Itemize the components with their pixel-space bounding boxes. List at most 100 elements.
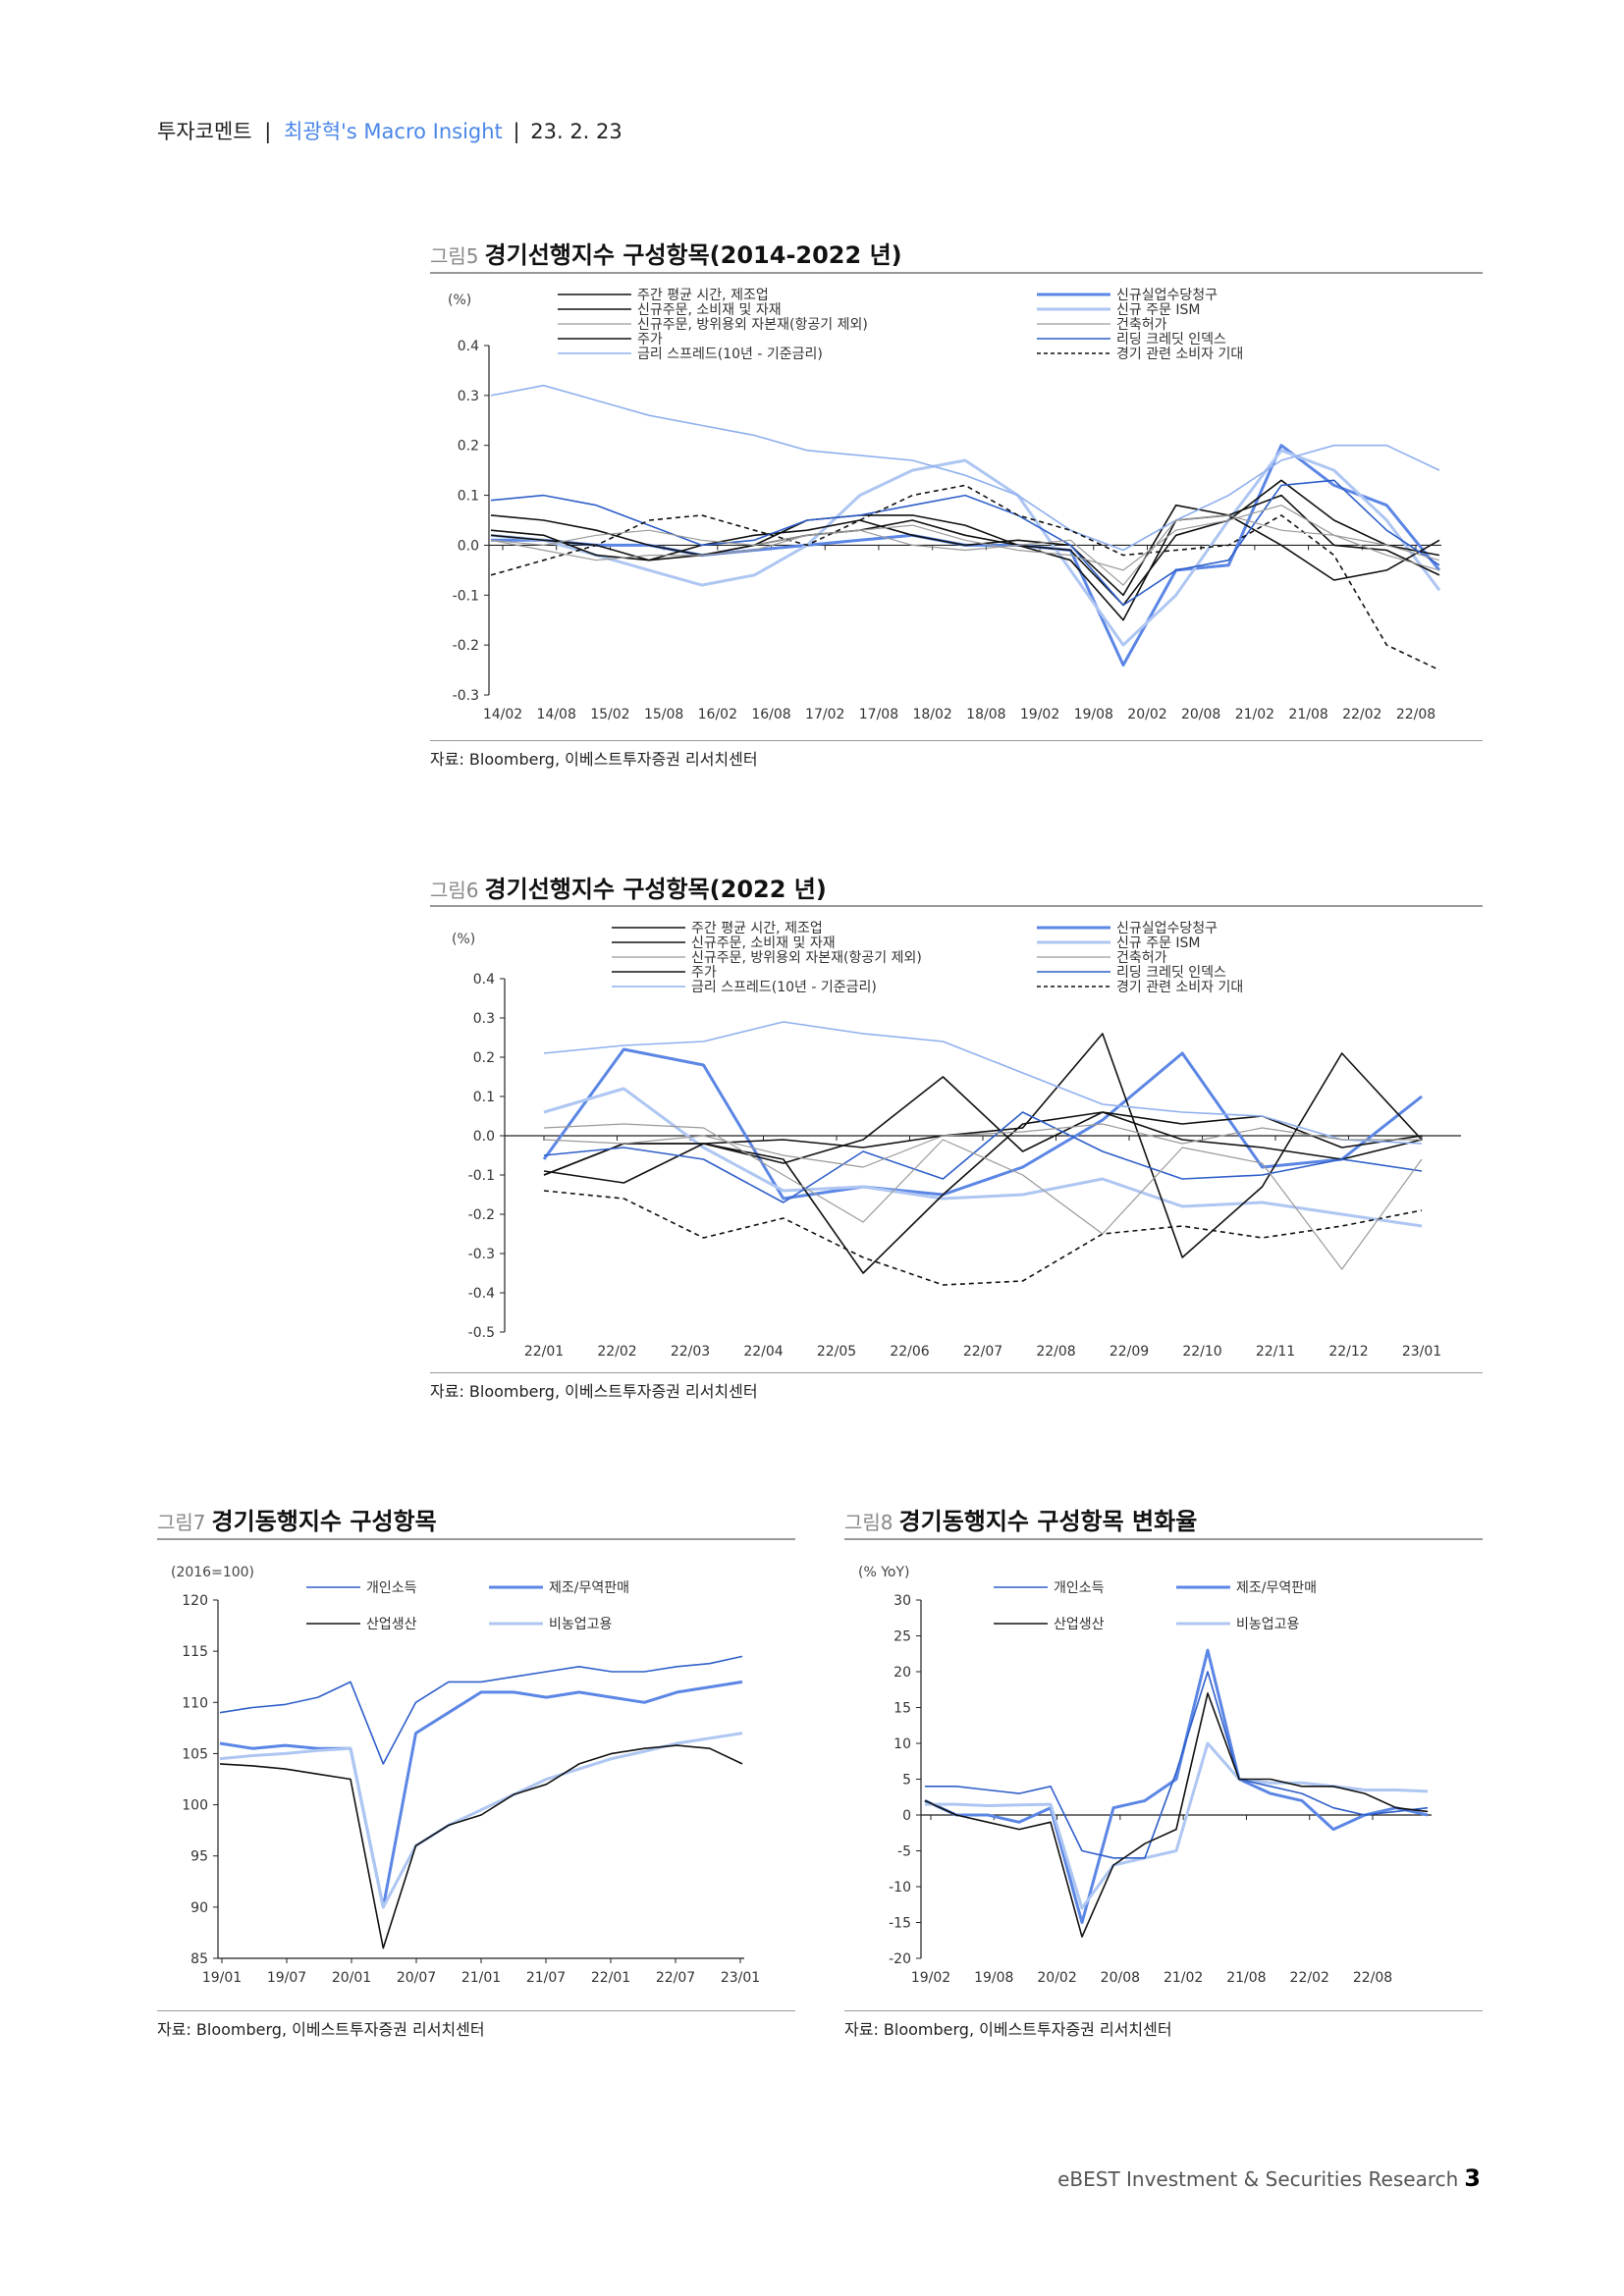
- y-tick-label: 0.1: [473, 1090, 495, 1105]
- legend-label: 신규주문, 소비재 및 자재: [637, 302, 782, 318]
- x-tick-label: 22/07: [656, 1970, 695, 1986]
- x-tick-label: 22/02: [597, 1344, 636, 1360]
- series-line: [925, 1671, 1429, 1859]
- page-number: 3: [1464, 2164, 1481, 2192]
- figure-5-title-text: 경기선행지수 구성항목(2014-2022 년): [484, 241, 902, 269]
- figure-5-bottom-rule: [430, 740, 1483, 741]
- figure-6: 그림6 경기선행지수 구성항목(2022 년): [430, 870, 1483, 904]
- figure-7-title: 그림7 경기동행지수 구성항목: [157, 1502, 795, 1536]
- x-tick-label: 23/01: [721, 1970, 760, 1986]
- y-tick-label: -0.2: [468, 1207, 495, 1223]
- series-line: [543, 1190, 1423, 1286]
- figure-7-top-rule: [157, 1538, 795, 1540]
- y-tick-label: -0.1: [468, 1168, 495, 1184]
- legend-label: 신규주문, 소비재 및 자재: [691, 935, 836, 951]
- y-tick-label: -15: [889, 1916, 911, 1932]
- legend-label: 산업생산: [366, 1617, 417, 1632]
- y-axis-unit: (%): [452, 932, 475, 947]
- legend-label: 신규 주문 ISM: [1116, 935, 1201, 951]
- x-tick-label: 16/08: [751, 707, 790, 722]
- y-tick-label: 95: [190, 1849, 208, 1865]
- figure-7-number: 그림7: [157, 1511, 206, 1534]
- legend-label: 주가: [691, 965, 717, 981]
- x-tick-label: 20/07: [397, 1970, 436, 1986]
- x-tick-label: 21/02: [1235, 707, 1274, 722]
- x-tick-label: 22/08: [1036, 1344, 1075, 1360]
- y-tick-label: -0.5: [468, 1325, 495, 1341]
- legend-label: 개인소득: [1054, 1580, 1105, 1596]
- series-line: [543, 1076, 1423, 1184]
- figure-5-number: 그림5: [430, 244, 479, 268]
- x-tick-label: 19/01: [202, 1970, 242, 1986]
- legend-label: 건축허가: [1116, 950, 1167, 966]
- figure-5: 그림5 경기선행지수 구성항목(2014-2022 년): [430, 236, 1483, 270]
- x-tick-label: 17/08: [859, 707, 898, 722]
- x-tick-label: 22/01: [591, 1970, 630, 1986]
- header-separator: |: [513, 120, 520, 143]
- series-line: [543, 1111, 1423, 1274]
- legend-label: 제조/무역판매: [1236, 1580, 1317, 1596]
- series-line: [543, 1123, 1422, 1168]
- series-line: [490, 514, 1440, 586]
- x-tick-label: 22/04: [743, 1344, 783, 1360]
- y-tick-label: -0.1: [453, 588, 479, 604]
- figure-8: 그림8 경기동행지수 구성항목 변화율: [844, 1502, 1483, 1536]
- x-tick-label: 16/02: [698, 707, 737, 722]
- series-line: [543, 1123, 1423, 1270]
- y-tick-label: 30: [893, 1593, 911, 1609]
- legend-label: 금리 스프레드(10년 - 기준금리): [637, 347, 823, 362]
- series-line: [924, 1692, 1429, 1938]
- figure-5-title: 그림5 경기선행지수 구성항목(2014-2022 년): [430, 236, 1483, 270]
- x-tick-label: 22/12: [1328, 1344, 1368, 1360]
- figure-8-title: 그림8 경기동행지수 구성항목 변화율: [844, 1502, 1483, 1536]
- y-tick-label: 105: [182, 1746, 208, 1762]
- y-tick-label: -5: [897, 1844, 911, 1860]
- y-tick-label: 0: [902, 1808, 911, 1824]
- figure-8-bottom-rule: [844, 2010, 1483, 2011]
- y-tick-label: 120: [182, 1593, 208, 1609]
- x-tick-label: 15/08: [644, 707, 683, 722]
- series-line: [490, 484, 1440, 671]
- figure-7-source: 자료: Bloomberg, 이베스트투자증권 리서치센터: [157, 2020, 485, 2039]
- x-tick-label: 22/08: [1396, 707, 1435, 722]
- figure-7: 그림7 경기동행지수 구성항목: [157, 1502, 795, 1536]
- y-axis-unit: (%): [448, 293, 471, 308]
- figure-7-bottom-rule: [157, 2010, 795, 2011]
- header-category: 투자코멘트: [157, 120, 252, 143]
- legend-label: 리딩 크레딧 인덱스: [1116, 965, 1226, 981]
- x-tick-label: 22/06: [890, 1344, 929, 1360]
- series-line: [924, 1648, 1429, 1924]
- header-date: 23. 2. 23: [530, 120, 623, 143]
- y-tick-label: 0.0: [458, 538, 479, 554]
- legend-label: 비농업고용: [1236, 1617, 1300, 1632]
- figure-7-title-text: 경기동행지수 구성항목: [211, 1508, 437, 1535]
- series-line: [219, 1732, 743, 1909]
- x-tick-label: 19/02: [1020, 707, 1059, 722]
- y-tick-label: -0.4: [468, 1286, 495, 1302]
- series-line: [219, 1744, 743, 1949]
- figure-6-title-text: 경기선행지수 구성항목(2022 년): [484, 876, 827, 903]
- series-line: [490, 494, 1440, 621]
- page-header: 투자코멘트 | 최광혁's Macro Insight | 23. 2. 23: [157, 116, 623, 145]
- y-tick-label: 90: [190, 1900, 208, 1916]
- legend-label: 주간 평균 시간, 제조업: [691, 921, 823, 936]
- y-tick-label: 25: [893, 1629, 911, 1645]
- x-tick-label: 14/02: [483, 707, 522, 722]
- legend-label: 비농업고용: [549, 1617, 613, 1632]
- y-tick-label: -10: [889, 1880, 911, 1896]
- x-tick-label: 15/02: [590, 707, 629, 722]
- figure-5-top-rule: [430, 272, 1483, 274]
- figure-6-bottom-rule: [430, 1372, 1483, 1373]
- x-tick-label: 21/07: [526, 1970, 566, 1986]
- legend-label: 신규 주문 ISM: [1116, 302, 1201, 318]
- x-tick-label: 19/08: [1074, 707, 1113, 722]
- x-tick-label: 14/08: [537, 707, 576, 722]
- x-tick-label: 22/08: [1353, 1970, 1392, 1986]
- series-line: [219, 1680, 743, 1909]
- y-tick-label: -0.2: [453, 638, 479, 654]
- series-line: [543, 1087, 1423, 1228]
- x-tick-label: 22/07: [963, 1344, 1002, 1360]
